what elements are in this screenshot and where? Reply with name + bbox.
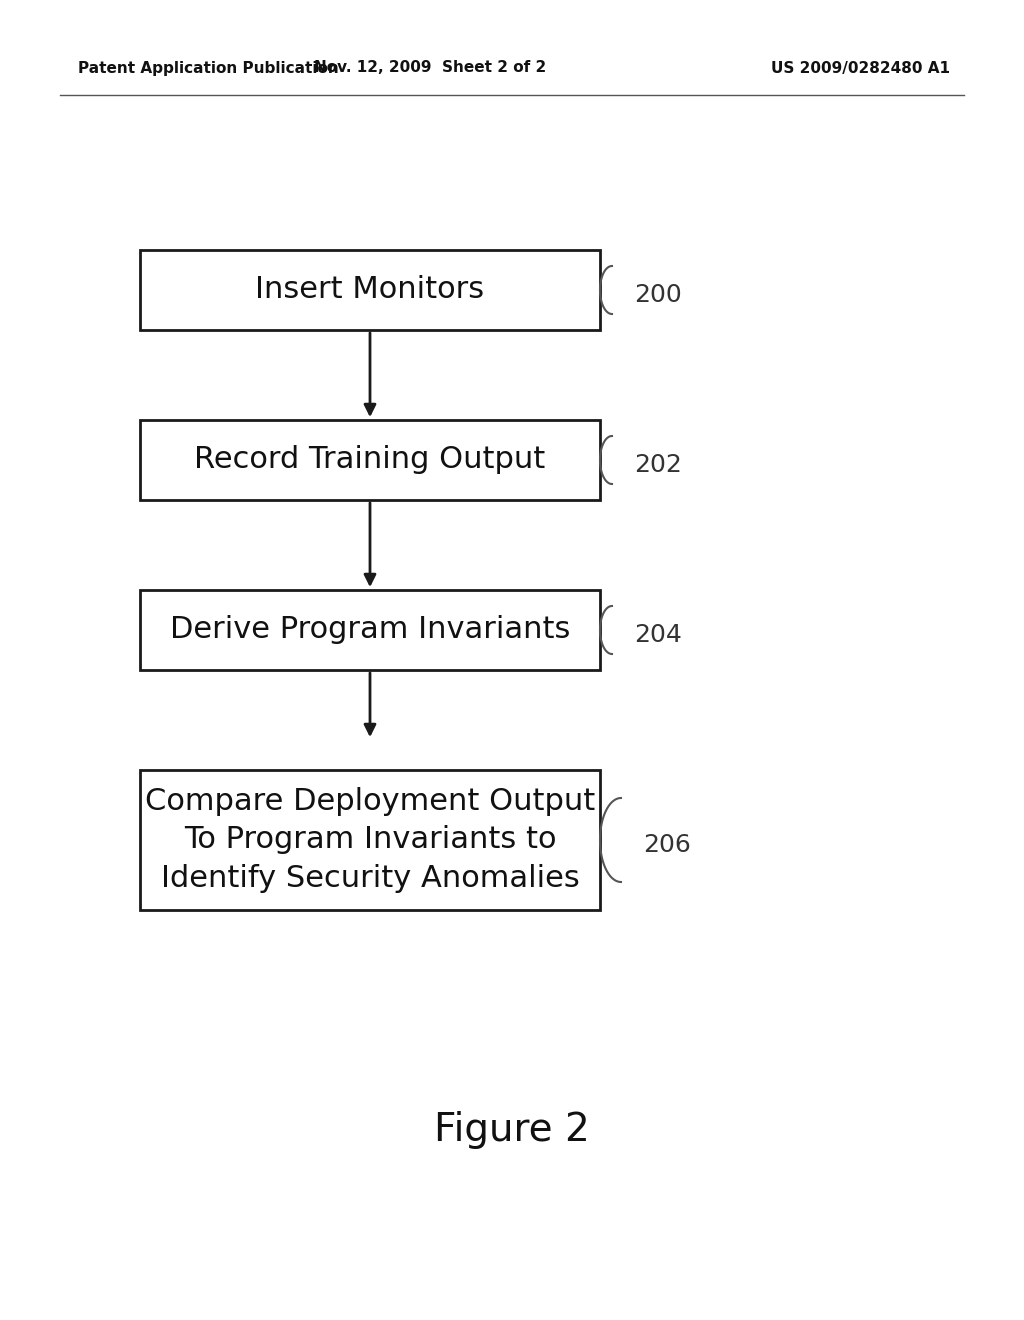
Bar xyxy=(140,420,600,500)
Text: Nov. 12, 2009  Sheet 2 of 2: Nov. 12, 2009 Sheet 2 of 2 xyxy=(314,61,546,75)
Text: 202: 202 xyxy=(634,453,682,477)
Text: 206: 206 xyxy=(643,833,691,857)
Bar xyxy=(140,770,600,909)
Text: Derive Program Invariants: Derive Program Invariants xyxy=(170,615,570,644)
Bar xyxy=(140,590,600,671)
Bar xyxy=(140,249,600,330)
Text: Record Training Output: Record Training Output xyxy=(195,446,546,474)
Text: Figure 2: Figure 2 xyxy=(434,1111,590,1148)
Text: 200: 200 xyxy=(634,282,682,308)
Text: 204: 204 xyxy=(634,623,682,647)
Text: Insert Monitors: Insert Monitors xyxy=(255,276,484,305)
Text: Patent Application Publication: Patent Application Publication xyxy=(78,61,339,75)
Text: US 2009/0282480 A1: US 2009/0282480 A1 xyxy=(771,61,950,75)
Text: Compare Deployment Output
To Program Invariants to
Identify Security Anomalies: Compare Deployment Output To Program Inv… xyxy=(144,787,595,892)
